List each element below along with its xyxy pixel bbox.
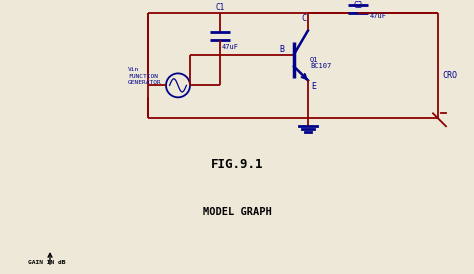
Text: C1: C1	[215, 2, 225, 12]
Text: Q1
BC107: Q1 BC107	[310, 56, 331, 69]
Text: GAIN IN dB: GAIN IN dB	[28, 260, 65, 265]
Text: B: B	[279, 45, 284, 55]
Text: C2: C2	[354, 1, 363, 10]
Text: FIG.9.1: FIG.9.1	[211, 158, 263, 171]
Text: 47uF: 47uF	[370, 13, 387, 19]
Text: MODEL GRAPH: MODEL GRAPH	[202, 207, 272, 217]
Text: Vin
FUNCTION
GENERATOR: Vin FUNCTION GENERATOR	[128, 67, 162, 85]
Text: C: C	[301, 13, 306, 22]
Text: E: E	[311, 82, 316, 91]
Text: 47uF: 47uF	[222, 44, 239, 50]
Text: CRO: CRO	[442, 71, 457, 80]
